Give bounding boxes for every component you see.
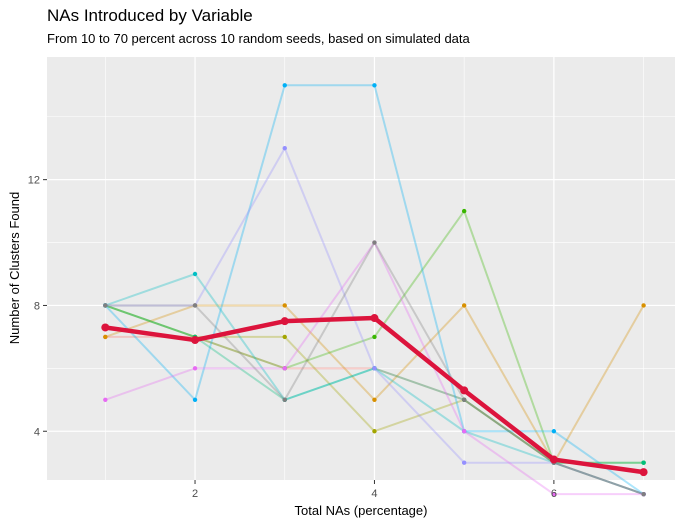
series-point: [372, 366, 377, 371]
mean-point: [370, 314, 379, 323]
y-tick-label: 12: [28, 175, 40, 187]
series-point: [282, 83, 287, 88]
y-tick-label: 4: [34, 426, 40, 438]
series-point: [551, 491, 557, 497]
mean-point: [280, 317, 289, 326]
series-point: [461, 397, 467, 403]
series-point: [372, 397, 377, 403]
series-point: [372, 429, 377, 434]
series-point: [282, 397, 287, 403]
series-point: [192, 366, 198, 371]
axes: 2 4 6 4 8 12: [28, 175, 557, 500]
series-point: [461, 429, 467, 434]
mean-layer: [101, 314, 648, 477]
series-point: [192, 397, 198, 403]
x-axis-label: Total NAs (percentage): [295, 503, 428, 518]
series-point: [461, 208, 467, 214]
mean-point: [101, 323, 110, 332]
series-point: [103, 303, 108, 308]
series-point: [103, 334, 108, 340]
series-point: [192, 271, 198, 277]
series-point: [282, 334, 287, 340]
series-point: [282, 366, 287, 371]
mean-point: [460, 386, 469, 395]
series-point: [282, 303, 287, 308]
x-tick-label: 6: [551, 488, 557, 500]
plot-panel: [47, 57, 675, 480]
series-point: [103, 397, 108, 403]
series-point: [461, 460, 467, 465]
x-tick-label: 2: [192, 488, 198, 500]
chart-subtitle: From 10 to 70 percent across 10 random s…: [47, 31, 470, 46]
chart-title: NAs Introduced by Variable: [47, 6, 253, 25]
series-point: [372, 83, 377, 88]
mean-point: [549, 455, 558, 464]
series-point: [551, 429, 557, 434]
y-tick-label: 8: [34, 300, 40, 312]
series-point: [282, 146, 287, 151]
mean-point: [191, 336, 200, 345]
series-point: [372, 334, 377, 340]
mean-point: [639, 468, 648, 477]
x-tick-label: 4: [371, 488, 377, 500]
series-point: [641, 491, 646, 497]
series-point: [641, 303, 646, 308]
series-point: [192, 303, 198, 308]
series-point: [641, 460, 646, 465]
y-axis-label: Number of Clusters Found: [7, 192, 22, 344]
grid: [47, 57, 675, 480]
series-point: [372, 240, 377, 245]
series-point: [461, 303, 467, 308]
